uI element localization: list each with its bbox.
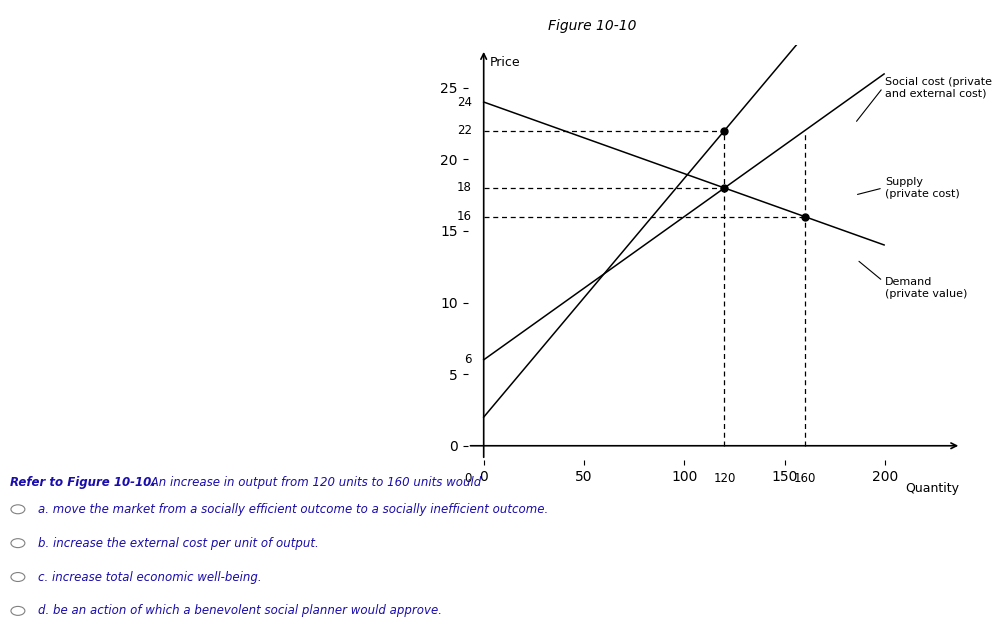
Text: Refer to Figure 10-10.: Refer to Figure 10-10. bbox=[10, 476, 155, 489]
Text: 16: 16 bbox=[456, 210, 471, 223]
Text: 18: 18 bbox=[456, 181, 471, 194]
Text: 24: 24 bbox=[456, 95, 471, 109]
Text: Quantity: Quantity bbox=[905, 482, 958, 495]
Text: 160: 160 bbox=[792, 472, 815, 484]
Text: c. increase total economic well-being.: c. increase total economic well-being. bbox=[38, 571, 261, 583]
Text: 120: 120 bbox=[713, 472, 735, 484]
Text: 0: 0 bbox=[464, 472, 471, 484]
Text: An increase in output from 120 units to 160 units would: An increase in output from 120 units to … bbox=[147, 476, 481, 489]
Text: Demand
(private value): Demand (private value) bbox=[884, 277, 966, 299]
Text: a. move the market from a socially efficient outcome to a socially inefficient o: a. move the market from a socially effic… bbox=[38, 503, 548, 516]
Text: Social cost (private cost
and external cost): Social cost (private cost and external c… bbox=[884, 77, 994, 98]
Text: d. be an action of which a benevolent social planner would approve.: d. be an action of which a benevolent so… bbox=[38, 604, 441, 617]
Text: b. increase the external cost per unit of output.: b. increase the external cost per unit o… bbox=[38, 537, 318, 550]
Text: 6: 6 bbox=[463, 353, 471, 366]
Text: 22: 22 bbox=[456, 124, 471, 137]
Text: Supply
(private cost): Supply (private cost) bbox=[884, 177, 958, 199]
Text: Figure 10-10: Figure 10-10 bbox=[548, 19, 635, 33]
Text: Price: Price bbox=[489, 56, 520, 69]
